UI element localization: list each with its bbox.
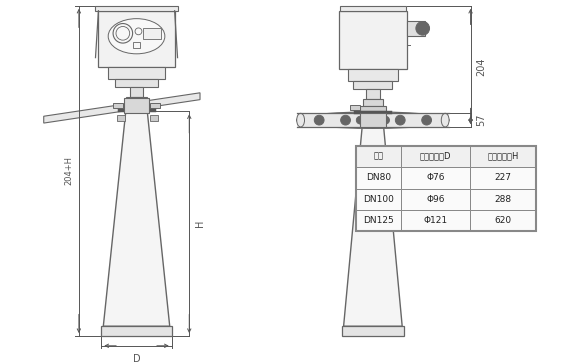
Polygon shape: [44, 93, 200, 123]
Bar: [341, 326, 404, 336]
Text: DN125: DN125: [364, 216, 394, 225]
Bar: [133, 42, 141, 48]
Bar: [356, 146, 536, 232]
Text: 288: 288: [494, 195, 512, 204]
Bar: [98, 11, 175, 67]
Bar: [123, 104, 150, 110]
Bar: [348, 70, 398, 81]
Bar: [401, 210, 469, 232]
Bar: [113, 103, 123, 108]
Circle shape: [422, 115, 431, 125]
Bar: [401, 146, 469, 167]
Bar: [339, 11, 407, 70]
Bar: [143, 28, 161, 39]
Bar: [360, 113, 386, 127]
Circle shape: [395, 115, 405, 125]
Circle shape: [356, 116, 364, 124]
Bar: [124, 98, 149, 113]
Bar: [356, 189, 401, 210]
Bar: [356, 210, 401, 232]
Bar: [296, 113, 449, 127]
Polygon shape: [344, 127, 402, 326]
Text: H: H: [195, 220, 205, 228]
Bar: [356, 167, 401, 189]
Bar: [401, 189, 469, 210]
Circle shape: [416, 21, 430, 35]
Text: Φ96: Φ96: [426, 195, 444, 204]
Text: 喇叭口高度H: 喇叭口高度H: [487, 152, 518, 161]
Bar: [353, 81, 393, 89]
Bar: [150, 115, 158, 121]
Text: Φ76: Φ76: [426, 173, 444, 182]
Bar: [407, 20, 424, 36]
Circle shape: [382, 116, 390, 124]
Bar: [108, 67, 165, 79]
Bar: [130, 87, 143, 97]
Text: DN80: DN80: [366, 173, 391, 182]
Text: 法兰: 法兰: [374, 152, 384, 161]
Bar: [360, 106, 386, 111]
Text: 204+H: 204+H: [64, 157, 73, 185]
Bar: [356, 146, 401, 167]
Bar: [96, 6, 178, 11]
Bar: [469, 167, 536, 189]
Circle shape: [341, 115, 351, 125]
Text: 204: 204: [476, 57, 486, 76]
Bar: [401, 167, 469, 189]
Text: Φ121: Φ121: [423, 216, 447, 225]
Text: 227: 227: [494, 173, 512, 182]
Text: D: D: [133, 353, 141, 364]
Bar: [469, 210, 536, 232]
Bar: [115, 79, 158, 87]
Bar: [126, 97, 147, 104]
Text: 57: 57: [476, 114, 486, 126]
Text: DN100: DN100: [364, 195, 394, 204]
Bar: [101, 326, 172, 336]
Bar: [117, 115, 125, 121]
Bar: [351, 104, 360, 110]
Polygon shape: [104, 111, 170, 326]
Bar: [366, 89, 380, 99]
Ellipse shape: [108, 19, 165, 54]
Ellipse shape: [296, 112, 449, 128]
Text: 620: 620: [494, 216, 512, 225]
Bar: [469, 189, 536, 210]
Bar: [340, 6, 406, 11]
Bar: [150, 103, 160, 108]
Text: 喇叭口直径D: 喇叭口直径D: [420, 152, 451, 161]
Circle shape: [314, 115, 324, 125]
Bar: [363, 99, 383, 106]
Bar: [469, 146, 536, 167]
